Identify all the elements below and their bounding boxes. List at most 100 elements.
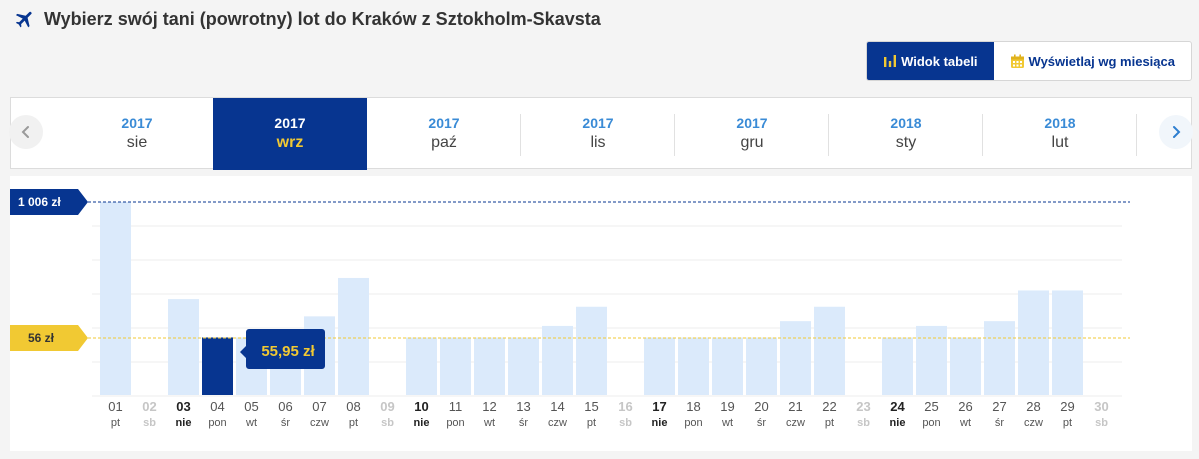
day-number-23[interactable]: 23 — [856, 399, 870, 414]
chevron-right-icon — [1173, 126, 1181, 138]
price-chart-svg: 1 006 zł 56 zł 55,95 zł 01 pt 02 sb 03 nie 04 pon 0… — [10, 189, 1130, 429]
price-bar-08[interactable] — [338, 277, 369, 395]
day-number-20[interactable]: 20 — [754, 399, 768, 414]
day-number-08[interactable]: 08 — [346, 399, 360, 414]
month-tab-month: paź — [431, 134, 457, 151]
month-tab-wrz[interactable]: 2017 wrz — [213, 98, 367, 170]
day-weekday-23: sb — [857, 417, 870, 429]
price-bar-27[interactable] — [984, 321, 1015, 395]
day-number-15[interactable]: 15 — [584, 399, 598, 414]
month-view-button[interactable]: Wyświetlaj wg miesiąca — [994, 42, 1191, 80]
price-bar-25[interactable] — [916, 325, 947, 395]
max-price-tag — [10, 189, 88, 215]
price-bar-10[interactable] — [406, 337, 437, 395]
price-bar-12[interactable] — [474, 337, 505, 395]
day-number-27[interactable]: 27 — [992, 399, 1006, 414]
day-weekday-24: nie — [890, 417, 906, 429]
day-number-17[interactable]: 17 — [652, 399, 666, 414]
month-tab-sty[interactable]: 2018 sty — [829, 98, 983, 170]
day-number-29[interactable]: 29 — [1060, 399, 1074, 414]
day-weekday-14: czw — [548, 417, 567, 429]
day-number-19[interactable]: 19 — [720, 399, 734, 414]
day-number-30[interactable]: 30 — [1094, 399, 1108, 414]
day-number-11[interactable]: 11 — [449, 399, 463, 414]
month-tab-year: 2017 — [274, 115, 306, 131]
day-number-09[interactable]: 09 — [380, 399, 394, 414]
price-bar-22[interactable] — [814, 306, 845, 395]
day-number-16[interactable]: 16 — [618, 399, 632, 414]
calendar-icon — [1010, 54, 1024, 68]
page-header: Wybierz swój tani (powrotny) lot do Krak… — [14, 8, 601, 30]
month-tab-month: wrz — [276, 134, 304, 151]
day-weekday-21: czw — [786, 417, 805, 429]
prev-month-button[interactable] — [9, 115, 43, 149]
day-weekday-22: pt — [825, 417, 834, 429]
month-tab-sie[interactable]: 2017 sie — [60, 98, 214, 170]
day-weekday-18: pon — [684, 417, 702, 429]
price-bar-03[interactable] — [168, 299, 199, 395]
price-bar-14[interactable] — [542, 325, 573, 395]
price-bar-18[interactable] — [678, 337, 709, 395]
price-bar-13[interactable] — [508, 337, 539, 395]
day-number-18[interactable]: 18 — [686, 399, 700, 414]
month-view-label: Wyświetlaj wg miesiąca — [1028, 53, 1175, 69]
day-weekday-08: pt — [349, 417, 358, 429]
day-weekday-02: sb — [143, 417, 156, 429]
day-weekday-17: nie — [652, 417, 668, 429]
day-number-01[interactable]: 01 — [108, 399, 122, 414]
day-number-26[interactable]: 26 — [958, 399, 972, 414]
price-bar-19[interactable] — [712, 337, 743, 395]
table-view-button[interactable]: Widok tabeli — [867, 42, 994, 80]
day-number-21[interactable]: 21 — [788, 399, 802, 414]
price-bar-24[interactable] — [882, 337, 913, 395]
month-tab-lut[interactable]: 2018 lut — [983, 98, 1137, 170]
plane-icon — [15, 11, 32, 28]
selected-price-tooltip — [240, 329, 325, 369]
month-selector: 2017 sie 2017 wrz 2017 paź 2017 lis 2017 gru 2018 s… — [9, 97, 1193, 170]
price-bar-28[interactable] — [1018, 290, 1049, 395]
day-number-02[interactable]: 02 — [142, 399, 156, 414]
price-bar-04[interactable] — [202, 337, 233, 395]
day-number-07[interactable]: 07 — [312, 399, 326, 414]
day-number-24[interactable]: 24 — [890, 399, 905, 414]
day-weekday-01: pt — [111, 417, 120, 429]
price-bar-17[interactable] — [644, 337, 675, 395]
price-bar-20[interactable] — [746, 337, 777, 395]
month-tab-paź[interactable]: 2017 paź — [367, 98, 521, 170]
selected-price-label: 55,95 zł — [261, 343, 315, 360]
day-weekday-19: wt — [721, 417, 733, 429]
day-number-10[interactable]: 10 — [414, 399, 428, 414]
price-bar-29[interactable] — [1052, 290, 1083, 395]
day-weekday-03: nie — [176, 417, 192, 429]
day-number-03[interactable]: 03 — [176, 399, 190, 414]
month-tab-gru[interactable]: 2017 gru — [675, 98, 829, 170]
price-bar-26[interactable] — [950, 337, 981, 395]
day-number-14[interactable]: 14 — [550, 399, 564, 414]
day-number-28[interactable]: 28 — [1026, 399, 1040, 414]
day-weekday-10: nie — [414, 417, 430, 429]
day-number-05[interactable]: 05 — [244, 399, 258, 414]
month-tab-year: 2017 — [121, 115, 153, 131]
price-bar-21[interactable] — [780, 321, 811, 395]
month-tab-month: sie — [126, 134, 148, 151]
next-month-button[interactable] — [1159, 115, 1193, 149]
day-number-22[interactable]: 22 — [822, 399, 836, 414]
day-weekday-15: pt — [587, 417, 596, 429]
max-price-label: 1 006 zł — [18, 195, 61, 209]
day-number-13[interactable]: 13 — [516, 399, 530, 414]
day-weekday-28: czw — [1024, 417, 1043, 429]
price-bar-11[interactable] — [440, 337, 471, 395]
view-toggle: Widok tabeli Wyświetlaj wg miesiąca — [866, 41, 1192, 81]
day-number-12[interactable]: 12 — [482, 399, 496, 414]
day-weekday-27: śr — [995, 417, 1005, 429]
day-weekday-11: pon — [446, 417, 464, 429]
day-weekday-07: czw — [310, 417, 329, 429]
price-bar-15[interactable] — [576, 306, 607, 395]
day-number-04[interactable]: 04 — [210, 399, 224, 414]
day-number-25[interactable]: 25 — [924, 399, 938, 414]
min-price-label: 56 zł — [28, 331, 55, 345]
day-weekday-09: sb — [381, 417, 394, 429]
day-number-06[interactable]: 06 — [278, 399, 292, 414]
month-tab-lis[interactable]: 2017 lis — [521, 98, 675, 170]
price-bar-01[interactable] — [100, 202, 131, 395]
